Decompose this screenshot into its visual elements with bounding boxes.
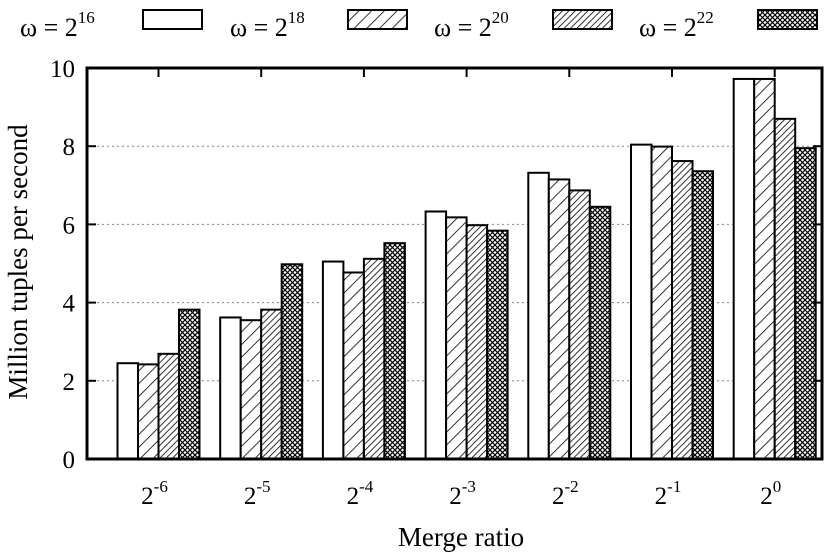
- bar: [630, 143, 653, 461]
- bar: [362, 257, 386, 461]
- tick-labels: 0 2 4 6 8 10 2-6 2-5 2-4 2-3 2-2 2-1 20: [50, 56, 781, 510]
- bar: [280, 263, 304, 461]
- y-tick-label: 2: [63, 369, 76, 396]
- bar: [650, 145, 673, 460]
- y-tick-label: 8: [63, 134, 76, 161]
- y-tick-label: 0: [63, 447, 76, 474]
- y-tick-label: 4: [63, 291, 76, 318]
- bar: [486, 229, 509, 460]
- legend: ω = 216 ω = 218 ω = 220 ω = 222: [20, 8, 818, 42]
- bar: [260, 308, 283, 460]
- bar: [424, 210, 448, 460]
- bar: [732, 77, 756, 460]
- x-tick-label: 2-3: [449, 477, 476, 510]
- legend-swatch: [757, 9, 818, 30]
- x-tick-label: 2-4: [347, 477, 374, 510]
- bar: [547, 178, 571, 460]
- axes: [85, 66, 824, 461]
- bar: [219, 316, 242, 461]
- legend-label: ω = 218: [230, 8, 305, 42]
- bar: [321, 260, 345, 461]
- bar: [691, 170, 714, 460]
- bar: [383, 242, 406, 460]
- bar: [157, 352, 180, 461]
- bar: [568, 189, 591, 460]
- bar: [116, 362, 139, 460]
- y-axis-label: Million tuples per second: [3, 124, 33, 400]
- legend-swatch: [552, 9, 613, 30]
- x-tick-label: 2-1: [655, 477, 682, 510]
- bar: [445, 216, 468, 460]
- bar: [178, 308, 201, 460]
- x-tick-label: 2-2: [552, 477, 579, 510]
- bar: [527, 171, 550, 460]
- legend-swatch: [142, 9, 203, 30]
- bar: [671, 160, 694, 460]
- bar: [465, 224, 489, 460]
- bars: [116, 77, 817, 461]
- legend-swatch: [347, 9, 408, 30]
- legend-label: ω = 222: [639, 8, 714, 42]
- bar: [794, 147, 817, 460]
- bar: [773, 117, 797, 461]
- legend-label: ω = 216: [20, 8, 95, 42]
- x-axis-label: Merge ratio: [398, 522, 524, 552]
- y-tick-label: 6: [63, 212, 76, 239]
- bar: [342, 271, 365, 461]
- bar: [239, 319, 263, 460]
- bar: [588, 205, 612, 460]
- x-tick-label: 2-6: [141, 477, 168, 510]
- bar: [137, 363, 160, 460]
- x-tick-label: 2-5: [244, 477, 271, 510]
- plot-frame: [85, 66, 824, 461]
- legend-label: ω = 220: [434, 8, 509, 42]
- y-tick-label: 10: [50, 56, 75, 83]
- bar: [753, 77, 776, 460]
- x-tick-label: 20: [760, 477, 781, 510]
